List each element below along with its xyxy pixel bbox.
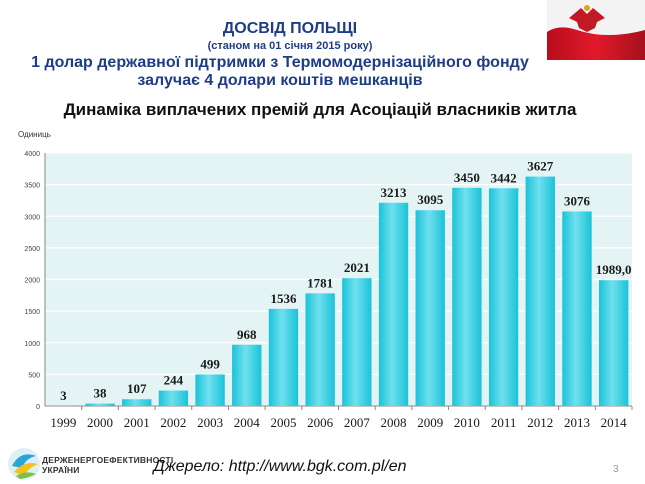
x-tick-label: 2011 [491,415,517,430]
poland-flag-image [547,0,645,60]
bar-2006 [305,293,335,406]
y-axis-label: Одиниць [18,130,51,139]
bar-2011 [488,188,519,406]
bar-2008 [378,202,409,406]
headline-line-1: 1 долар державної підтримки з Термомодер… [31,54,529,71]
bar-2004 [232,344,262,406]
logo-icon [8,448,40,480]
value-label: 3450 [454,170,480,185]
x-tick-label: 2014 [601,415,628,430]
bar-2009 [415,210,445,406]
value-label: 244 [164,373,184,388]
y-tick-label: 500 [28,372,40,379]
value-label: 1989,0 [596,262,632,277]
bar-2002 [158,390,189,406]
bar-2001 [122,399,152,406]
y-tick-label: 2000 [24,278,40,285]
value-label: 2021 [344,260,370,275]
value-label: 499 [200,356,220,371]
source-note: Джерело: http://www.bgk.com.pl/en [153,458,407,475]
x-tick-label: 2003 [197,415,223,430]
value-label: 3 [60,388,67,403]
logo-text-line-1: ДЕРЖЕНЕРГОЕФЕКТИВНОСТІ [42,455,174,465]
bar-2005 [268,308,299,406]
x-tick-label: 1999 [50,415,76,430]
y-tick-label: 3500 [24,183,40,190]
y-tick-label: 2500 [24,246,40,253]
y-tick-label: 1000 [24,341,40,348]
value-label: 1781 [307,275,333,290]
bar-2000 [85,403,115,406]
x-tick-label: 2008 [381,415,407,430]
bar-2014 [598,280,629,406]
x-tick-label: 2005 [270,415,296,430]
x-tick-label: 2006 [307,415,334,430]
x-tick-label: 2009 [417,415,443,430]
value-label: 3095 [417,192,444,207]
value-label: 1536 [270,291,297,306]
bar-2010 [452,187,482,406]
value-label: 968 [237,327,257,342]
page-number: 3 [613,464,619,475]
value-label: 3213 [381,185,408,200]
x-tick-label: 2001 [124,415,150,430]
value-label: 38 [94,386,108,401]
page-subtitle: (станом на 01 січня 2015 року) [207,40,373,52]
value-label: 3442 [491,170,517,185]
value-label: 3076 [564,193,591,208]
bar-2007 [342,278,372,406]
value-label: 3627 [527,159,554,174]
bar-2003 [195,374,225,406]
y-tick-label: 0 [36,404,40,411]
x-tick-label: 2013 [564,415,590,430]
y-tick-label: 4000 [24,151,40,158]
x-tick-label: 2004 [234,415,261,430]
y-tick-label: 1500 [24,309,40,316]
y-tick-label: 3000 [24,214,40,221]
logo-text: ДЕРЖЕНЕРГОЕФЕКТИВНОСТІ УКРАЇНИ [42,455,202,475]
bar-2013 [562,211,592,406]
page-title: ДОСВІД ПОЛЬЩІ [222,20,358,37]
headline-line-2: залучає 4 долари коштів мешканців [137,72,423,89]
x-tick-label: 2002 [160,415,186,430]
chart-title: Динаміка виплачених премій для Асоціацій… [63,100,577,119]
x-tick-label: 2012 [527,415,553,430]
x-tick-label: 2007 [344,415,371,430]
logo-text-line-2: УКРАЇНИ [42,465,80,475]
value-label: 107 [127,381,147,396]
bar-2012 [525,176,555,406]
x-tick-label: 2000 [87,415,113,430]
x-tick-label: 2010 [454,415,480,430]
